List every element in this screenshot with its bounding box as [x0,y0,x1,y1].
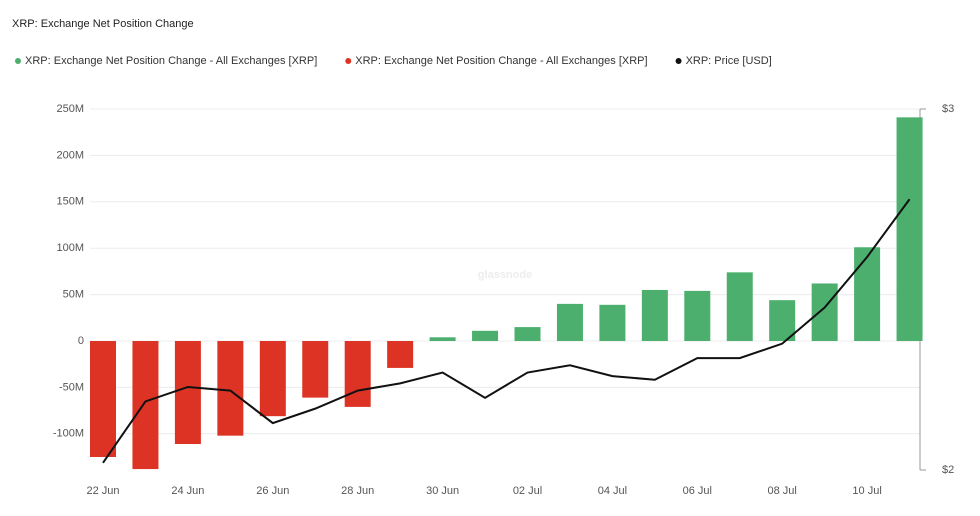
bar [429,337,456,342]
x-tick-label: 06 Jul [683,485,712,497]
x-tick-label: 26 Jun [256,485,289,497]
x-tick-label: 22 Jun [86,485,119,497]
bar [132,341,159,470]
y-tick-label: -50M [59,381,84,393]
y-tick-label: -100M [53,428,84,440]
legend-label: XRP: Exchange Net Position Change - All … [25,55,317,67]
price-line [102,198,911,464]
x-tick-label: 24 Jun [171,485,204,497]
bar [90,341,116,458]
bar [854,247,881,342]
x-tick-label: 28 Jun [341,485,374,497]
bar [769,300,796,342]
y-tick-label: 250M [56,103,84,115]
x-tick-label: 30 Jun [426,485,459,497]
bar [684,290,711,342]
bar [387,341,414,368]
bar [514,327,541,342]
chart-title: XRP: Exchange Net Position Change [12,18,194,30]
x-tick-label: 04 Jul [598,485,627,497]
x-tick-label: 02 Jul [513,485,542,497]
bar [472,330,499,342]
legend-label: XRP: Exchange Net Position Change - All … [355,55,647,67]
y-tick-label: 100M [56,242,84,254]
y-tick-label: 0 [78,335,84,347]
watermark: glassnode [478,269,532,281]
bar [599,304,626,342]
bar [726,272,753,342]
bar [174,341,201,445]
bar [259,341,286,417]
y-tick-label: 50M [63,289,84,301]
y2-tick-label: $2 [942,464,954,476]
y2-tick-label: $3 [942,103,954,115]
legend-label: XRP: Price [USD] [686,55,772,67]
legend-marker [345,58,352,64]
bar [896,117,923,342]
legend-marker [675,58,682,64]
x-tick-label: 10 Jul [852,485,881,497]
y-tick-label: 150M [56,196,84,208]
bar [641,289,668,342]
y-tick-label: 200M [56,149,84,161]
legend-marker [15,58,21,64]
bar [556,303,583,342]
bar [302,341,329,398]
x-tick-label: 08 Jul [768,485,797,497]
bar [811,283,838,342]
bar [217,341,244,436]
bar [344,341,371,407]
